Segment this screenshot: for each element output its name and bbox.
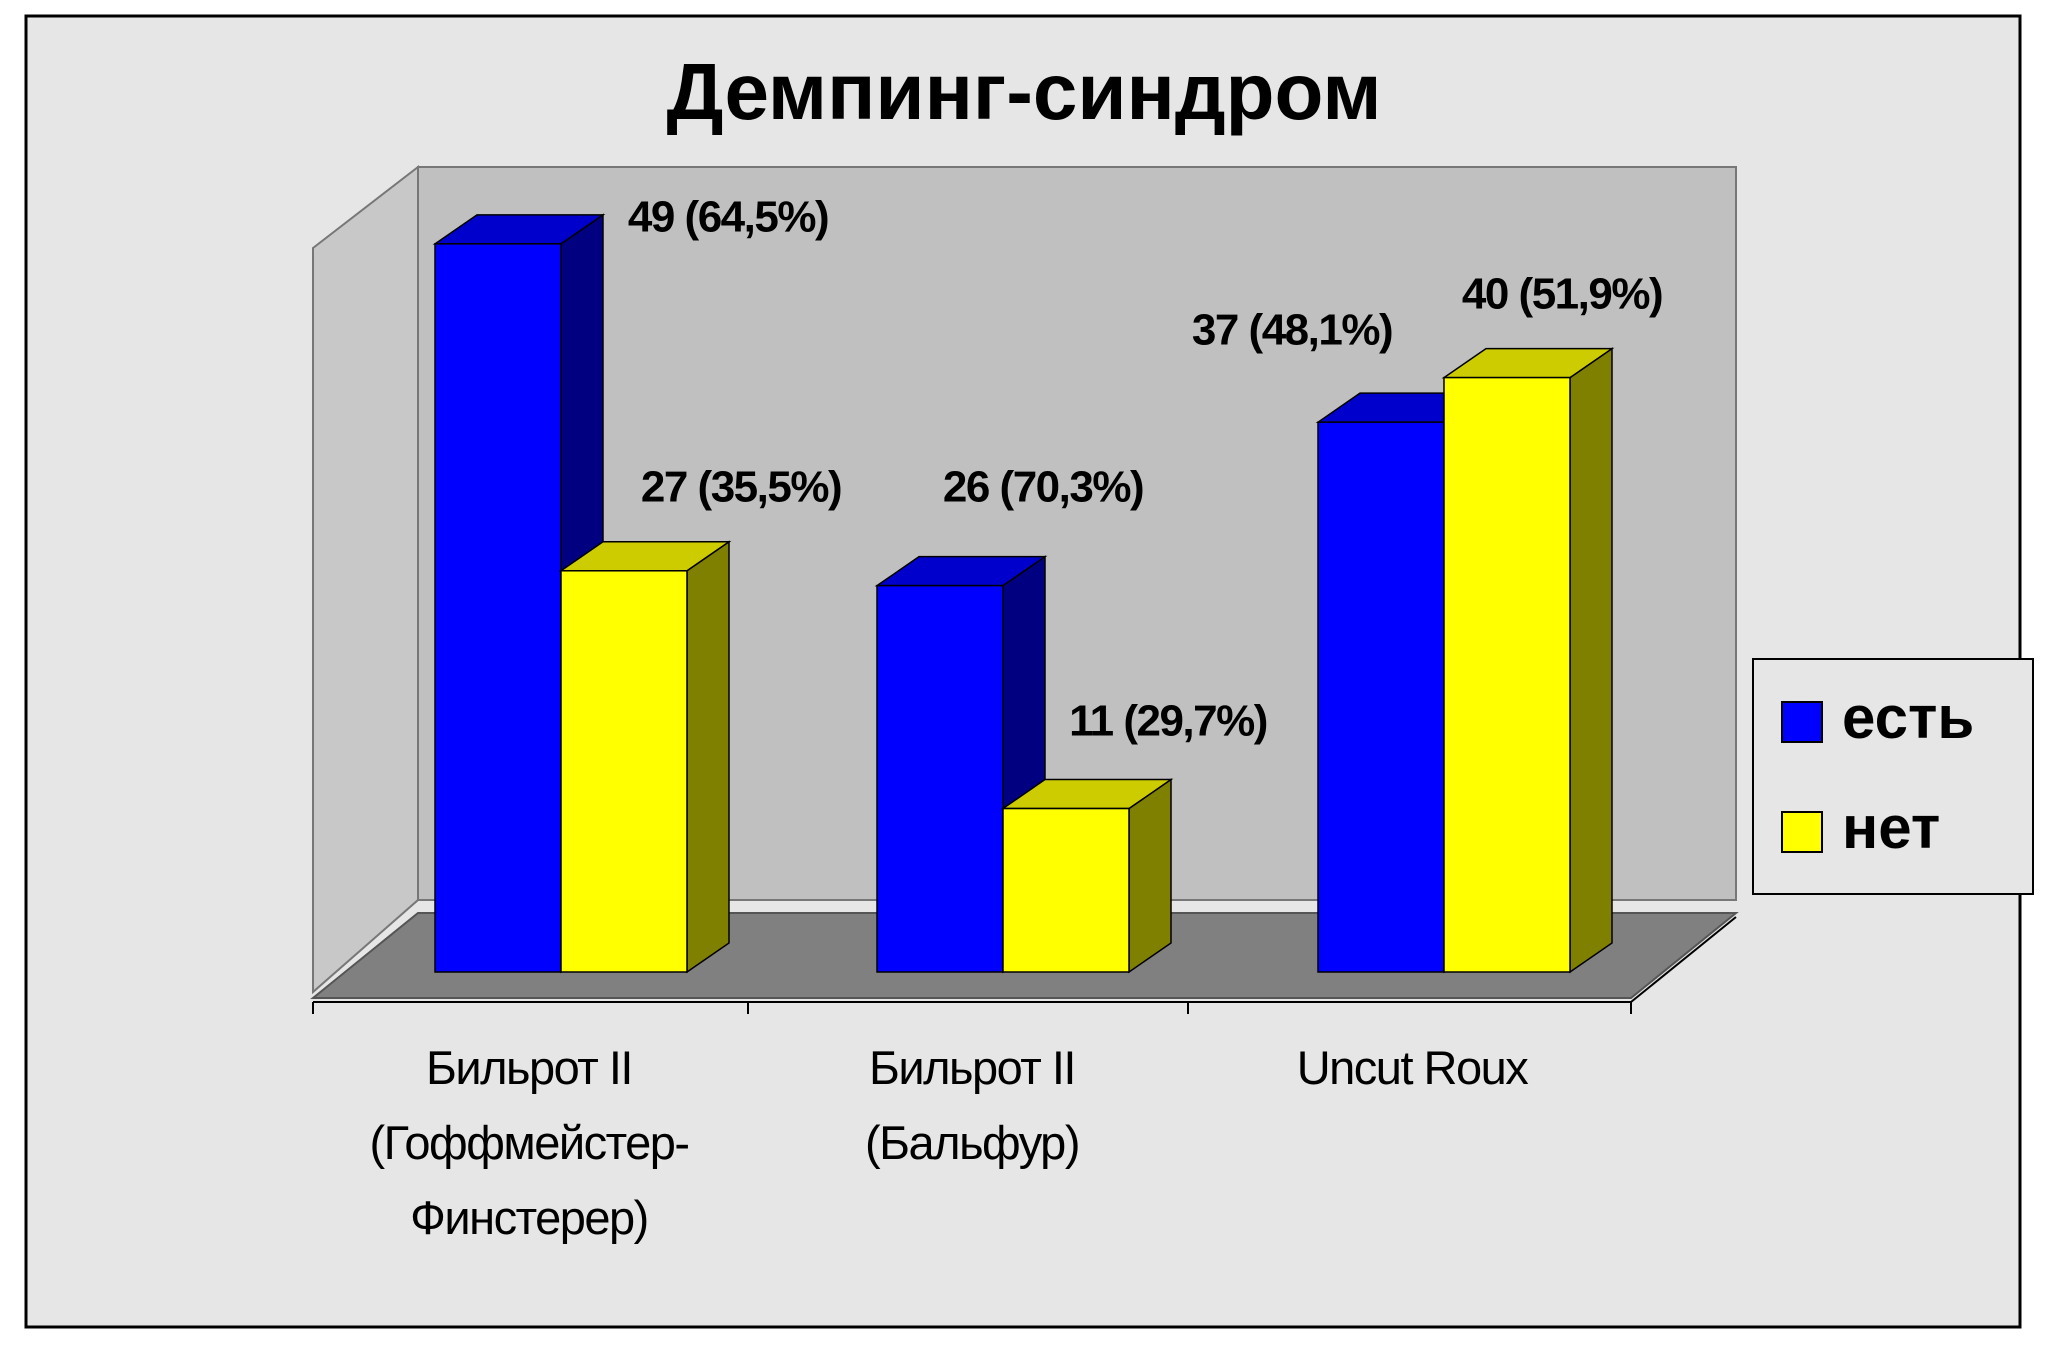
value-label: 11 (29,7%) — [1069, 697, 1267, 746]
chart-title: Демпинг-синдром — [667, 47, 1382, 136]
bar — [558, 540, 732, 974]
legend-label: есть — [1842, 684, 1974, 751]
legend — [1752, 658, 2034, 895]
legend-label: нет — [1842, 794, 1940, 861]
bar-front — [1002, 807, 1130, 973]
bar-front — [876, 584, 1004, 973]
x-tick-label: Uncut Roux — [1296, 1041, 1529, 1094]
bar — [1000, 778, 1174, 974]
value-label: 49 (64,5%) — [628, 193, 828, 242]
bar-front — [434, 243, 562, 973]
bar-side — [686, 540, 730, 974]
bar-front — [560, 570, 688, 973]
side-wall — [312, 164, 419, 995]
bar — [1441, 347, 1615, 974]
legend-swatch — [1781, 811, 1823, 853]
value-label: 37 (48,1%) — [1192, 306, 1392, 355]
x-tick-label: Бильрот II (Бальфур) — [865, 1041, 1080, 1169]
bar-front — [1443, 376, 1571, 973]
bar-side — [1128, 778, 1172, 974]
value-label: 26 (70,3%) — [943, 463, 1143, 512]
bar-front — [1317, 421, 1445, 973]
x-tick-label: Бильрот II (Гоффмейстер- Финстерер) — [369, 1041, 690, 1244]
value-label: 27 (35,5%) — [641, 463, 841, 512]
legend-swatch — [1781, 701, 1823, 743]
axis-depth — [1630, 916, 1737, 1003]
bar-side — [1569, 347, 1613, 974]
value-label: 40 (51,9%) — [1462, 270, 1662, 319]
